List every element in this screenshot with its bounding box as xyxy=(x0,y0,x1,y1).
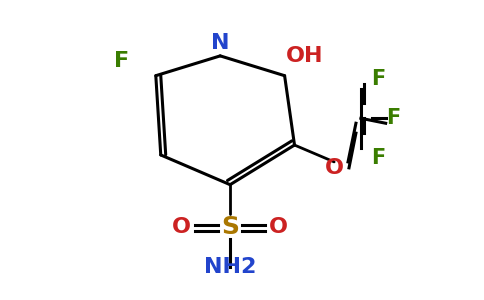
Text: OH: OH xyxy=(286,46,323,66)
Text: S: S xyxy=(221,215,239,239)
Text: N: N xyxy=(211,33,229,53)
Text: F: F xyxy=(386,108,401,128)
Text: F: F xyxy=(372,148,386,168)
Text: O: O xyxy=(325,158,344,178)
Text: F: F xyxy=(372,69,386,89)
Text: O: O xyxy=(269,217,288,237)
Text: NH2: NH2 xyxy=(204,257,257,277)
Text: O: O xyxy=(172,217,191,237)
Text: F: F xyxy=(114,51,129,71)
